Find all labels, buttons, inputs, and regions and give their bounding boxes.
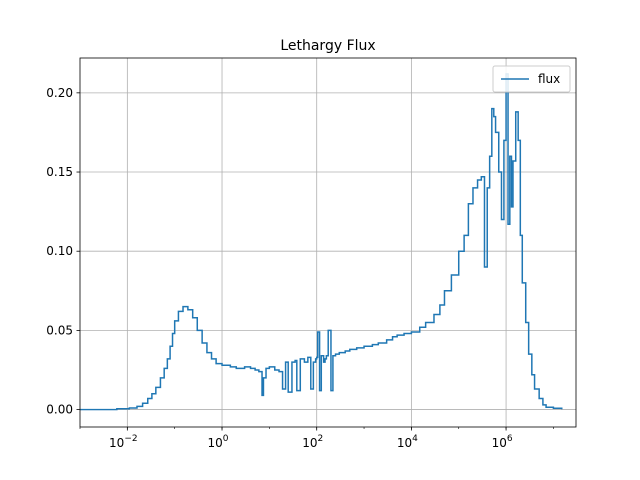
x-tick-label: 10−2 [109, 434, 138, 450]
legend: flux [492, 65, 571, 93]
y-tick-label: 0.10 [46, 244, 73, 258]
axis-ticks: 0.00 0.05 0.10 0.15 0.20 10−2 100 102 104 106 [46, 86, 554, 450]
x-tick-label: 104 [397, 434, 418, 450]
x-tick-label: 100 [208, 434, 229, 450]
x-tick-label: 102 [302, 434, 323, 450]
y-tick-label: 0.15 [46, 165, 73, 179]
y-tick-label: 0.20 [46, 86, 73, 100]
y-tick-label: 0.00 [46, 403, 73, 417]
legend-box [492, 65, 571, 93]
grid-lines [80, 58, 576, 427]
legend-label-flux: flux [538, 72, 560, 86]
series-layer [80, 74, 562, 410]
plot-frame [79, 57, 577, 428]
x-tick-label: 106 [492, 434, 513, 450]
y-tick-label: 0.05 [46, 323, 73, 337]
chart-title: Lethargy Flux [280, 38, 375, 54]
series-line-flux [80, 74, 562, 410]
